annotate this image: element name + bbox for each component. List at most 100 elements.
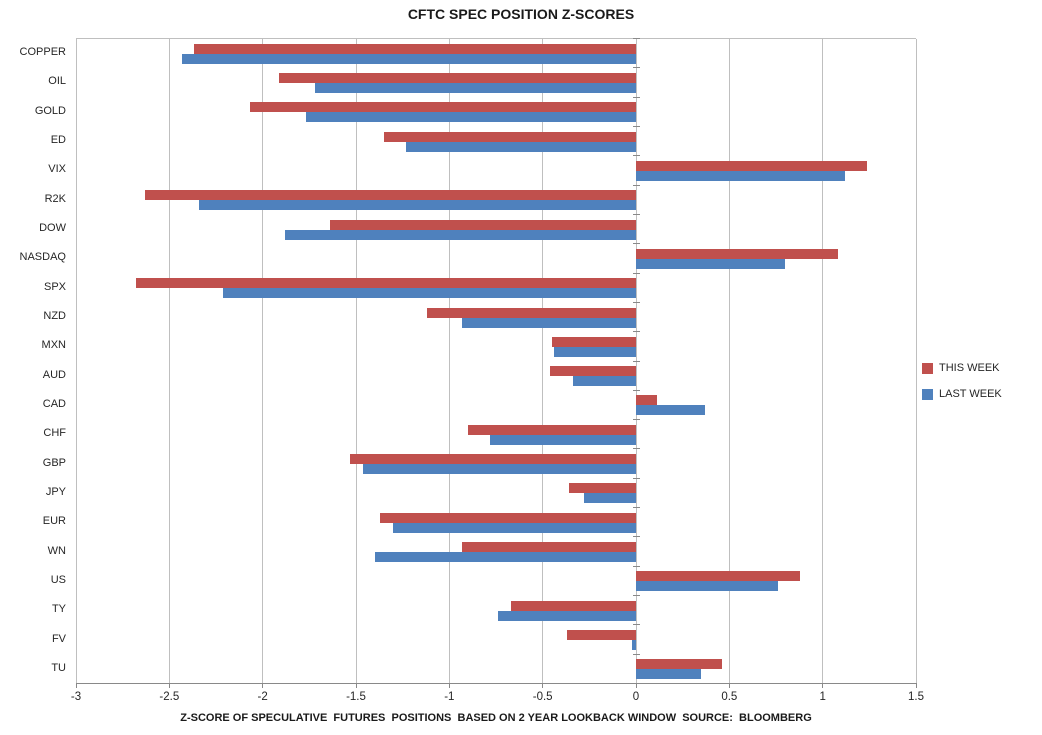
bar-gbp-this-week: [350, 454, 636, 465]
plot-area: [75, 38, 917, 684]
category-axis-tick: [632, 536, 640, 538]
legend-marker-icon: [922, 388, 933, 400]
category-axis-tick: [632, 331, 640, 333]
gridline: [262, 39, 264, 684]
bar-oil-this-week: [279, 72, 636, 83]
category-axis-tick: [632, 389, 640, 391]
bar-wn-last-week: [374, 552, 636, 563]
gridline: [168, 39, 170, 684]
bar-chf-last-week: [490, 434, 636, 445]
x-tick-label: -2.5: [159, 691, 180, 703]
x-axis-tick: [355, 683, 357, 688]
bar-nzd-this-week: [426, 307, 636, 318]
category-axis-tick: [632, 243, 640, 245]
bar-r2k-last-week: [199, 200, 636, 211]
y-label-us: US: [50, 573, 66, 586]
bar-us-this-week: [636, 571, 801, 582]
x-axis-line: [76, 683, 917, 684]
gridline: [355, 39, 357, 684]
bar-wn-this-week: [462, 542, 636, 553]
category-axis-tick: [632, 565, 640, 567]
x-axis-tick: [262, 683, 264, 688]
bar-gold-last-week: [305, 112, 636, 123]
y-label-spx: SPX: [43, 280, 66, 293]
category-axis-tick: [632, 653, 640, 655]
category-axis-tick: [632, 184, 640, 186]
category-axis-tick: [632, 301, 640, 303]
y-label-oil: OIL: [48, 75, 66, 88]
bar-eur-this-week: [380, 512, 636, 523]
category-axis-tick: [632, 477, 640, 479]
bar-nasdaq-last-week: [636, 258, 786, 269]
bar-aud-last-week: [572, 376, 636, 387]
bar-jpy-this-week: [568, 483, 636, 494]
bar-copper-this-week: [193, 43, 636, 54]
bar-dow-this-week: [329, 219, 636, 230]
legend-item-this-week: THIS WEEK: [922, 362, 1002, 374]
bar-ed-this-week: [384, 131, 636, 142]
bar-chf-this-week: [468, 424, 636, 435]
x-axis-tick: [915, 683, 917, 688]
gridline: [75, 39, 77, 684]
y-label-fv: FV: [51, 632, 66, 645]
category-axis-tick: [632, 624, 640, 626]
bar-ed-last-week: [406, 141, 636, 152]
bar-tu-this-week: [636, 659, 722, 670]
x-tick-label: -2: [257, 691, 268, 703]
bar-tu-last-week: [636, 669, 702, 680]
legend-marker-icon: [922, 362, 933, 374]
category-axis-tick: [632, 96, 640, 98]
gridline: [448, 39, 450, 684]
bar-spx-this-week: [135, 278, 636, 289]
category-axis-tick: [632, 507, 640, 509]
x-tick-label: 0: [632, 691, 640, 703]
legend-label: THIS WEEK: [939, 362, 1000, 374]
bar-cad-this-week: [636, 395, 657, 406]
category-axis-tick: [632, 67, 640, 69]
bar-nzd-last-week: [462, 317, 636, 328]
category-axis-tick: [632, 155, 640, 157]
x-tick-label: -1.5: [346, 691, 366, 703]
x-axis-tick: [635, 683, 637, 688]
bar-gbp-last-week: [363, 464, 636, 475]
category-axis-tick: [632, 38, 640, 39]
zero-axis-gridline: [635, 39, 637, 684]
x-tick-label: 1.5: [908, 691, 924, 703]
x-tick-label: 1: [819, 691, 826, 703]
bar-copper-last-week: [182, 53, 636, 64]
bar-fv-last-week: [632, 640, 636, 651]
bar-aud-this-week: [550, 366, 636, 377]
bar-us-last-week: [636, 581, 778, 592]
y-label-copper: COPPER: [19, 46, 66, 59]
y-label-nasdaq: NASDAQ: [19, 251, 66, 264]
y-label-jpy: JPY: [45, 485, 66, 498]
gridline: [822, 39, 824, 684]
category-axis-tick: [632, 360, 640, 362]
bar-nasdaq-this-week: [636, 248, 838, 259]
y-label-ed: ED: [50, 134, 66, 147]
x-tick-label: -3: [70, 691, 82, 703]
legend-label: LAST WEEK: [939, 388, 1002, 400]
bar-vix-last-week: [636, 170, 846, 181]
y-label-vix: VIX: [48, 163, 66, 176]
bar-cad-last-week: [636, 405, 706, 416]
legend: THIS WEEK LAST WEEK: [922, 362, 1002, 414]
bar-dow-last-week: [285, 229, 636, 240]
chart-title: CFTC SPEC POSITION Z-SCORES: [407, 6, 635, 22]
y-label-dow: DOW: [39, 222, 66, 235]
category-axis-tick: [632, 272, 640, 274]
x-tick-label: 0.5: [721, 691, 738, 703]
bar-r2k-this-week: [145, 190, 636, 201]
bar-mxn-last-week: [553, 346, 636, 357]
gridline: [542, 39, 544, 684]
gridline: [915, 39, 917, 684]
x-axis-tick: [448, 683, 450, 688]
y-label-ty: TY: [51, 603, 66, 616]
y-label-cad: CAD: [42, 397, 66, 410]
category-axis-tick: [632, 419, 640, 421]
x-axis-tick: [728, 683, 730, 688]
category-axis-tick: [632, 448, 640, 450]
y-label-mxn: MXN: [41, 339, 66, 352]
category-axis-tick: [632, 595, 640, 597]
